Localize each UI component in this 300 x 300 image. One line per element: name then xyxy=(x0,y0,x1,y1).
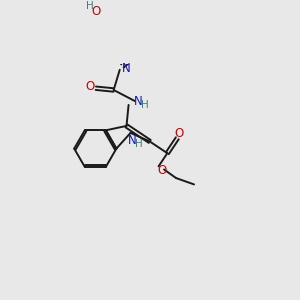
Text: O: O xyxy=(86,80,95,93)
Text: N: N xyxy=(122,62,130,75)
Text: O: O xyxy=(174,127,184,140)
Text: O: O xyxy=(91,5,101,18)
Text: H: H xyxy=(85,1,93,10)
Text: O: O xyxy=(158,164,167,177)
Text: N: N xyxy=(128,134,136,147)
Text: H: H xyxy=(141,100,149,110)
Text: N: N xyxy=(134,95,142,108)
Text: H: H xyxy=(135,139,143,149)
